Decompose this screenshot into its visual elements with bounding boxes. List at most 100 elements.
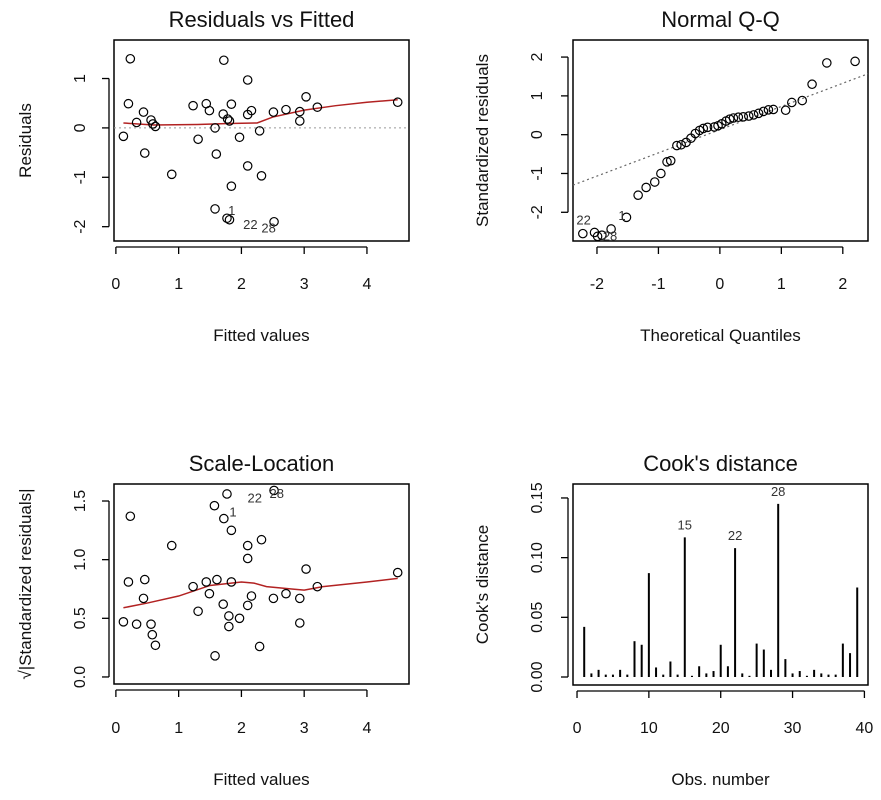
data-point xyxy=(246,105,257,116)
data-point xyxy=(201,577,212,587)
data-point xyxy=(254,126,265,136)
x-tick-label: 4 xyxy=(362,276,371,293)
data-point xyxy=(118,131,129,142)
data-point xyxy=(224,116,235,126)
data-point xyxy=(649,177,660,187)
data-point xyxy=(222,114,233,124)
y-axis-label: Residuals xyxy=(16,103,35,178)
data-point xyxy=(193,606,203,617)
data-point xyxy=(753,108,764,119)
x-tick-label: 0 xyxy=(573,720,582,737)
data-point xyxy=(763,105,774,115)
x-tick-label: 2 xyxy=(237,276,246,293)
x-tick-label: 1 xyxy=(174,276,183,293)
data-point xyxy=(209,500,220,511)
data-point xyxy=(123,577,134,587)
plot-frame xyxy=(572,39,869,242)
observation-label: 1 xyxy=(228,203,235,218)
x-tick-label: 3 xyxy=(300,720,309,737)
data-point xyxy=(294,593,305,604)
x-tick-label: -1 xyxy=(651,276,665,293)
data-point xyxy=(641,182,651,193)
data-point xyxy=(281,588,291,599)
observation-label: 15 xyxy=(678,517,692,532)
data-point xyxy=(301,91,311,102)
x-tick-label: 1 xyxy=(174,720,183,737)
data-point xyxy=(633,190,643,201)
observation-label: 28 xyxy=(771,484,785,499)
data-point xyxy=(211,149,222,159)
data-point xyxy=(138,107,149,117)
observation-label: 22 xyxy=(576,213,590,228)
data-point xyxy=(188,581,198,592)
data-point xyxy=(150,640,161,651)
data-point xyxy=(210,204,220,214)
data-point xyxy=(246,591,257,601)
data-point xyxy=(597,230,607,240)
data-point xyxy=(150,121,161,132)
x-tick-label: 40 xyxy=(856,720,874,737)
data-point xyxy=(758,106,769,117)
data-point xyxy=(219,55,229,66)
data-point xyxy=(212,574,222,585)
data-point xyxy=(226,99,237,110)
y-axis-label: Cook's distance xyxy=(473,525,492,644)
data-point xyxy=(294,116,305,126)
data-point xyxy=(166,540,177,551)
data-point xyxy=(281,104,291,115)
plot-frame xyxy=(572,483,869,686)
y-tick-label: 1 xyxy=(72,74,89,83)
y-tick-label: 1 xyxy=(529,91,546,100)
y-tick-label: -2 xyxy=(529,205,546,219)
chart-title: Residuals vs Fitted xyxy=(169,7,355,32)
x-tick-label: 20 xyxy=(712,720,730,737)
data-point xyxy=(218,599,229,610)
data-point xyxy=(665,155,676,166)
data-point xyxy=(139,574,150,585)
data-point xyxy=(256,171,267,181)
x-tick-label: -2 xyxy=(590,276,604,293)
data-point xyxy=(123,98,134,109)
data-point xyxy=(254,641,265,652)
panel-2: Normal Q-Q -2 -1 0 1 2 -2 -1 0 1 2 Theoretical Quan… xyxy=(473,7,869,345)
data-point xyxy=(226,181,237,191)
data-point xyxy=(242,540,253,551)
data-point xyxy=(656,168,666,179)
observation-label: 1 xyxy=(618,208,625,223)
data-point xyxy=(592,231,603,242)
y-tick-label: -1 xyxy=(529,166,546,180)
observation-label: 22 xyxy=(728,528,742,543)
data-point xyxy=(210,651,220,661)
data-point xyxy=(131,619,142,629)
data-point xyxy=(242,161,253,171)
data-point xyxy=(268,107,279,117)
data-point xyxy=(786,97,797,108)
x-tick-label: 4 xyxy=(362,720,371,737)
data-point xyxy=(301,564,311,574)
data-point xyxy=(125,511,136,522)
data-point xyxy=(204,105,215,116)
data-point xyxy=(242,600,253,611)
y-tick-label: 0.5 xyxy=(72,607,89,629)
data-point xyxy=(269,485,279,496)
y-tick-label: 0.00 xyxy=(529,661,546,692)
data-point xyxy=(222,489,232,499)
data-point xyxy=(210,123,220,133)
data-point xyxy=(219,513,229,524)
data-point xyxy=(698,123,709,134)
data-point xyxy=(146,619,156,629)
data-point xyxy=(294,106,305,117)
data-point xyxy=(138,593,149,604)
x-tick-label: 1 xyxy=(777,276,786,293)
y-tick-label: 2 xyxy=(529,53,546,62)
data-point xyxy=(193,134,203,145)
y-axis-label: √|Standardized residuals| xyxy=(16,488,35,679)
x-axis-label: Theoretical Quantiles xyxy=(640,326,801,345)
observation-label: 28 xyxy=(603,228,617,243)
data-point xyxy=(578,228,588,239)
data-point xyxy=(226,577,237,587)
data-point xyxy=(738,112,749,122)
data-point xyxy=(850,56,860,67)
chart-title: Scale-Location xyxy=(189,451,335,476)
y-tick-label: 1.5 xyxy=(72,490,89,512)
